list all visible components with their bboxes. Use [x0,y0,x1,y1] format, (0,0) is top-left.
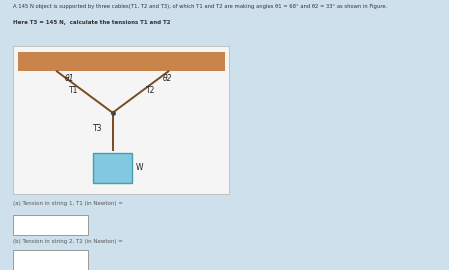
Bar [18,52,225,71]
Text: W: W [136,163,143,172]
Text: Here T3 = 145 N,  calculate the tensions T1 and T2: Here T3 = 145 N, calculate the tensions … [13,20,171,25]
Text: T2: T2 [146,86,155,95]
Text: A 145 N object is supported by three cables(T1, T2 and T3), of which T1 and T2 a: A 145 N object is supported by three cab… [13,4,388,9]
Text: θ1: θ1 [65,74,74,83]
Text: θ2: θ2 [163,74,173,83]
Text: T3: T3 [93,124,103,133]
Bar [13,250,88,270]
Text: (b) Tension in string 2, T2 (in Newton) =: (b) Tension in string 2, T2 (in Newton) … [13,239,123,244]
Text: T1: T1 [69,86,78,95]
Bar [13,46,229,194]
Text: (a) Tension in string 1, T1 (in Newton) =: (a) Tension in string 1, T1 (in Newton) … [13,201,123,206]
Bar [13,215,88,235]
Bar [93,153,132,183]
